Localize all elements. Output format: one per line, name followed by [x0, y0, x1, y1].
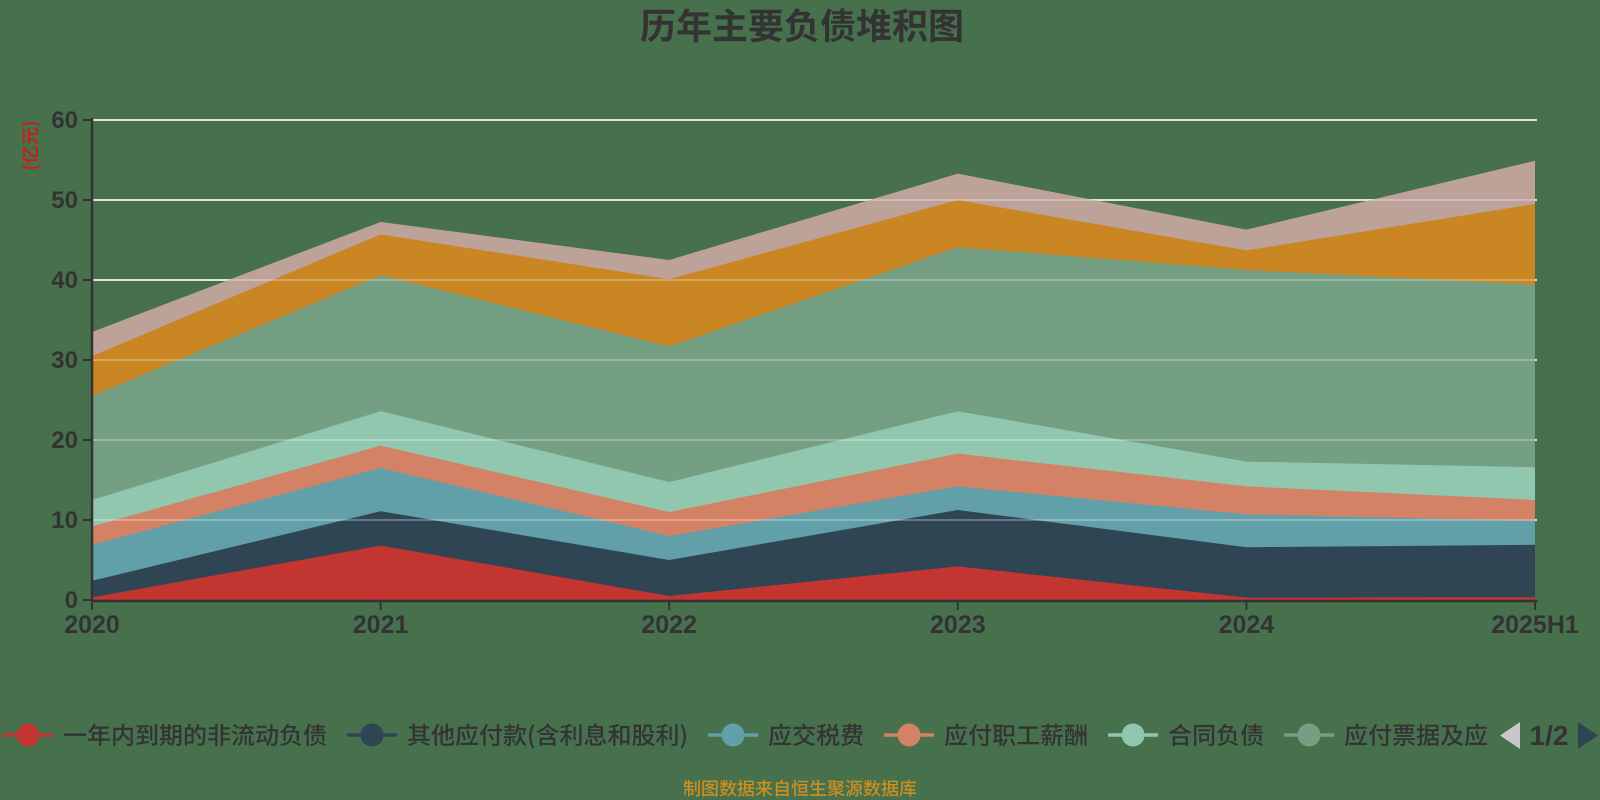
- svg-text:2023: 2023: [930, 611, 986, 639]
- svg-text:2020: 2020: [64, 611, 120, 639]
- svg-text:0: 0: [65, 587, 78, 614]
- svg-text:30: 30: [51, 347, 78, 374]
- svg-text:10: 10: [51, 507, 78, 534]
- svg-text:1/2: 1/2: [1530, 720, 1569, 751]
- svg-text:2022: 2022: [641, 611, 697, 639]
- svg-text:2021: 2021: [353, 611, 409, 639]
- svg-text:60: 60: [51, 107, 78, 134]
- svg-text:20: 20: [51, 427, 78, 454]
- svg-text:2025H1: 2025H1: [1491, 611, 1579, 639]
- svg-text:40: 40: [51, 267, 78, 294]
- svg-text:2024: 2024: [1219, 611, 1275, 639]
- svg-text:50: 50: [51, 187, 78, 214]
